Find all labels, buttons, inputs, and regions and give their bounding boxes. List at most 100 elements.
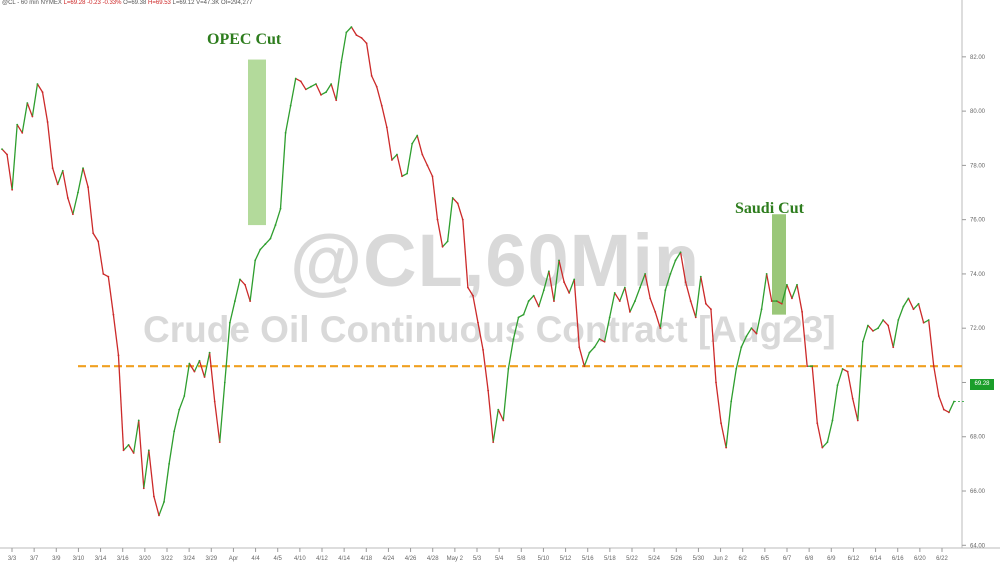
price-segment	[826, 420, 834, 443]
price-segment	[507, 338, 515, 370]
price-segment	[538, 290, 545, 307]
price-segment	[609, 292, 616, 318]
price-segment	[593, 338, 601, 348]
price-point	[588, 351, 591, 354]
y-tick-label: 76.00	[970, 218, 986, 224]
price-point	[937, 395, 940, 397]
price-point	[699, 275, 702, 278]
price-point	[264, 243, 267, 245]
price-segment	[11, 124, 18, 190]
price-segment	[522, 300, 530, 315]
x-tick-label: Apr	[229, 556, 238, 562]
x-tick-label: 3/10	[73, 556, 85, 562]
price-point	[239, 278, 241, 281]
last-price: L=69.28	[63, 0, 86, 6]
x-tick-label: 5/26	[670, 556, 682, 562]
price-point	[279, 207, 282, 210]
price-point	[380, 104, 383, 107]
price-segment	[502, 368, 510, 421]
price-point	[831, 419, 834, 422]
shaded-region	[248, 59, 266, 226]
price-point	[836, 384, 839, 387]
price-point	[370, 74, 373, 77]
price-point	[760, 308, 763, 311]
price-segment	[1, 148, 8, 155]
price-point	[320, 93, 322, 96]
price-segment	[533, 295, 540, 307]
price-point	[158, 514, 160, 517]
price-segment	[452, 197, 459, 204]
price-point	[350, 26, 353, 28]
x-tick-label: 4/18	[360, 556, 372, 562]
price-point	[861, 340, 864, 343]
price-segment	[644, 273, 651, 299]
price-segment	[654, 311, 661, 329]
price-segment	[760, 273, 768, 310]
price-segment	[467, 287, 474, 296]
price-segment	[619, 287, 626, 302]
price-segment	[173, 409, 180, 432]
price-segment	[153, 496, 160, 516]
price-segment	[26, 102, 33, 117]
price-segment	[31, 83, 39, 117]
volume-label: V=47.3K	[196, 0, 220, 6]
price-segment	[138, 420, 145, 489]
price-point	[532, 294, 535, 297]
price-point	[360, 36, 363, 39]
price-segment	[857, 341, 864, 421]
x-tick-label: 4/10	[294, 556, 306, 562]
watermark-ticker: @CL,60Min	[290, 219, 701, 302]
y-tick-label: 80.00	[970, 109, 986, 115]
price-segment	[669, 260, 677, 275]
x-tick-label: 5/12	[560, 556, 572, 562]
price-segment	[948, 401, 955, 413]
price-segment	[128, 444, 135, 454]
price-point	[446, 240, 449, 243]
price-point	[882, 319, 885, 321]
price-segment	[320, 91, 327, 96]
price-point	[902, 305, 905, 308]
price-point	[922, 321, 925, 324]
price-point	[436, 218, 439, 221]
price-point	[553, 300, 555, 302]
price-segment	[629, 300, 636, 313]
price-point	[117, 354, 120, 357]
price-point	[340, 61, 343, 64]
price-segment	[249, 260, 256, 302]
price-segment	[659, 290, 667, 329]
price-segment	[791, 284, 798, 299]
price-point	[92, 232, 95, 235]
price-point	[649, 297, 652, 300]
x-tick-label: 5/16	[582, 556, 594, 562]
y-tick-label: 74.00	[970, 272, 986, 278]
price-segment	[700, 276, 707, 304]
price-point	[512, 338, 515, 340]
price-segment	[396, 154, 403, 177]
price-point	[208, 351, 211, 354]
price-point	[654, 311, 657, 313]
price-segment	[497, 409, 504, 421]
opec-cut-annotation: OPEC Cut	[207, 31, 282, 48]
x-tick-label: 5/8	[517, 556, 526, 562]
price-point	[431, 175, 434, 178]
price-segment	[431, 176, 439, 220]
price-point	[51, 167, 54, 170]
price-point	[31, 115, 34, 118]
price-point	[877, 327, 879, 330]
price-point	[137, 419, 140, 422]
x-tick-label: 5/30	[693, 556, 705, 562]
price-point	[715, 381, 717, 384]
price-point	[942, 408, 945, 411]
price-segment	[867, 325, 874, 332]
price-point	[856, 419, 859, 422]
price-segment	[163, 463, 170, 502]
price-point	[801, 311, 803, 313]
price-segment	[690, 300, 697, 318]
price-segment	[599, 338, 605, 343]
price-segment	[381, 105, 388, 128]
y-tick-label: 66.00	[970, 489, 986, 495]
price-point	[234, 300, 236, 302]
saudi-cut-annotation: Saudi Cut	[735, 200, 804, 217]
price-segment	[123, 444, 130, 451]
x-tick-label: 5/22	[626, 556, 638, 562]
